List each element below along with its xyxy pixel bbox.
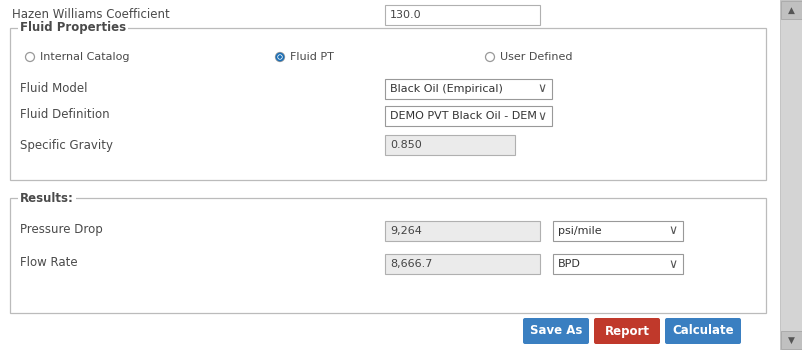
FancyBboxPatch shape <box>553 254 683 274</box>
FancyBboxPatch shape <box>780 331 801 349</box>
Text: Fluid Definition: Fluid Definition <box>20 108 110 121</box>
Text: Fluid Properties: Fluid Properties <box>20 21 126 35</box>
Text: 130.0: 130.0 <box>390 10 421 20</box>
Text: psi/mile: psi/mile <box>557 226 601 236</box>
Text: Fluid PT: Fluid PT <box>290 52 334 62</box>
FancyBboxPatch shape <box>522 318 588 344</box>
FancyBboxPatch shape <box>384 221 539 241</box>
FancyBboxPatch shape <box>779 0 802 350</box>
Text: 0.850: 0.850 <box>390 140 421 150</box>
Text: Fluid Model: Fluid Model <box>20 82 87 95</box>
Text: 9,264: 9,264 <box>390 226 421 236</box>
Text: Calculate: Calculate <box>671 324 733 337</box>
Text: Report: Report <box>604 324 649 337</box>
FancyBboxPatch shape <box>384 5 539 25</box>
Text: Hazen Williams Coefficient: Hazen Williams Coefficient <box>12 7 169 21</box>
Text: ∨: ∨ <box>537 110 546 122</box>
FancyBboxPatch shape <box>384 135 514 155</box>
Text: Results:: Results: <box>20 191 74 204</box>
Circle shape <box>485 52 494 62</box>
Text: 8,666.7: 8,666.7 <box>390 259 431 269</box>
Text: BPD: BPD <box>557 259 580 269</box>
FancyBboxPatch shape <box>384 106 551 126</box>
Circle shape <box>275 52 284 62</box>
Text: Pressure Drop: Pressure Drop <box>20 224 103 237</box>
Text: Black Oil (Empirical): Black Oil (Empirical) <box>390 84 502 94</box>
FancyBboxPatch shape <box>384 254 539 274</box>
Text: ▼: ▼ <box>787 336 794 344</box>
Circle shape <box>277 55 282 59</box>
Text: Save As: Save As <box>529 324 581 337</box>
FancyBboxPatch shape <box>384 79 551 99</box>
FancyBboxPatch shape <box>10 198 765 313</box>
Circle shape <box>26 52 34 62</box>
Text: User Defined: User Defined <box>500 52 572 62</box>
Text: Flow Rate: Flow Rate <box>20 257 78 270</box>
FancyBboxPatch shape <box>593 318 659 344</box>
Text: DEMO PVT Black Oil - DEM: DEMO PVT Black Oil - DEM <box>390 111 537 121</box>
Text: ∨: ∨ <box>537 83 546 96</box>
Text: ▲: ▲ <box>787 6 794 14</box>
FancyBboxPatch shape <box>553 221 683 241</box>
FancyBboxPatch shape <box>780 1 801 19</box>
Text: ∨: ∨ <box>667 258 677 271</box>
FancyBboxPatch shape <box>0 0 779 350</box>
Text: ∨: ∨ <box>667 224 677 238</box>
FancyBboxPatch shape <box>10 28 765 180</box>
Text: Internal Catalog: Internal Catalog <box>40 52 129 62</box>
Text: Specific Gravity: Specific Gravity <box>20 139 113 152</box>
FancyBboxPatch shape <box>664 318 740 344</box>
